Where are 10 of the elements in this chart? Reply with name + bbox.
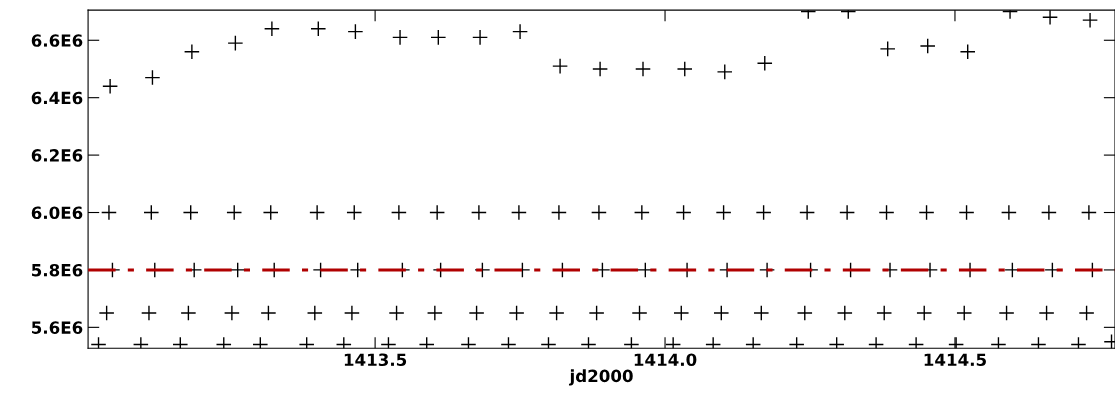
y-tick-label: 6.0E6 — [31, 206, 83, 220]
y-tick-label: 6.2E6 — [31, 149, 83, 162]
x-tick-label: 1414.0 — [634, 353, 697, 367]
x-tick-label: 1413.5 — [344, 353, 407, 367]
x-axis-title: jd2000 — [568, 369, 633, 386]
y-tick-label: 6.4E6 — [31, 91, 83, 105]
x-tick-label: 1414.5 — [924, 353, 986, 367]
y-tick-label: 5.6E6 — [32, 321, 83, 334]
y-tick-label: 6.6E6 — [31, 34, 83, 47]
y-tick-label: 5.8E6 — [32, 263, 83, 277]
